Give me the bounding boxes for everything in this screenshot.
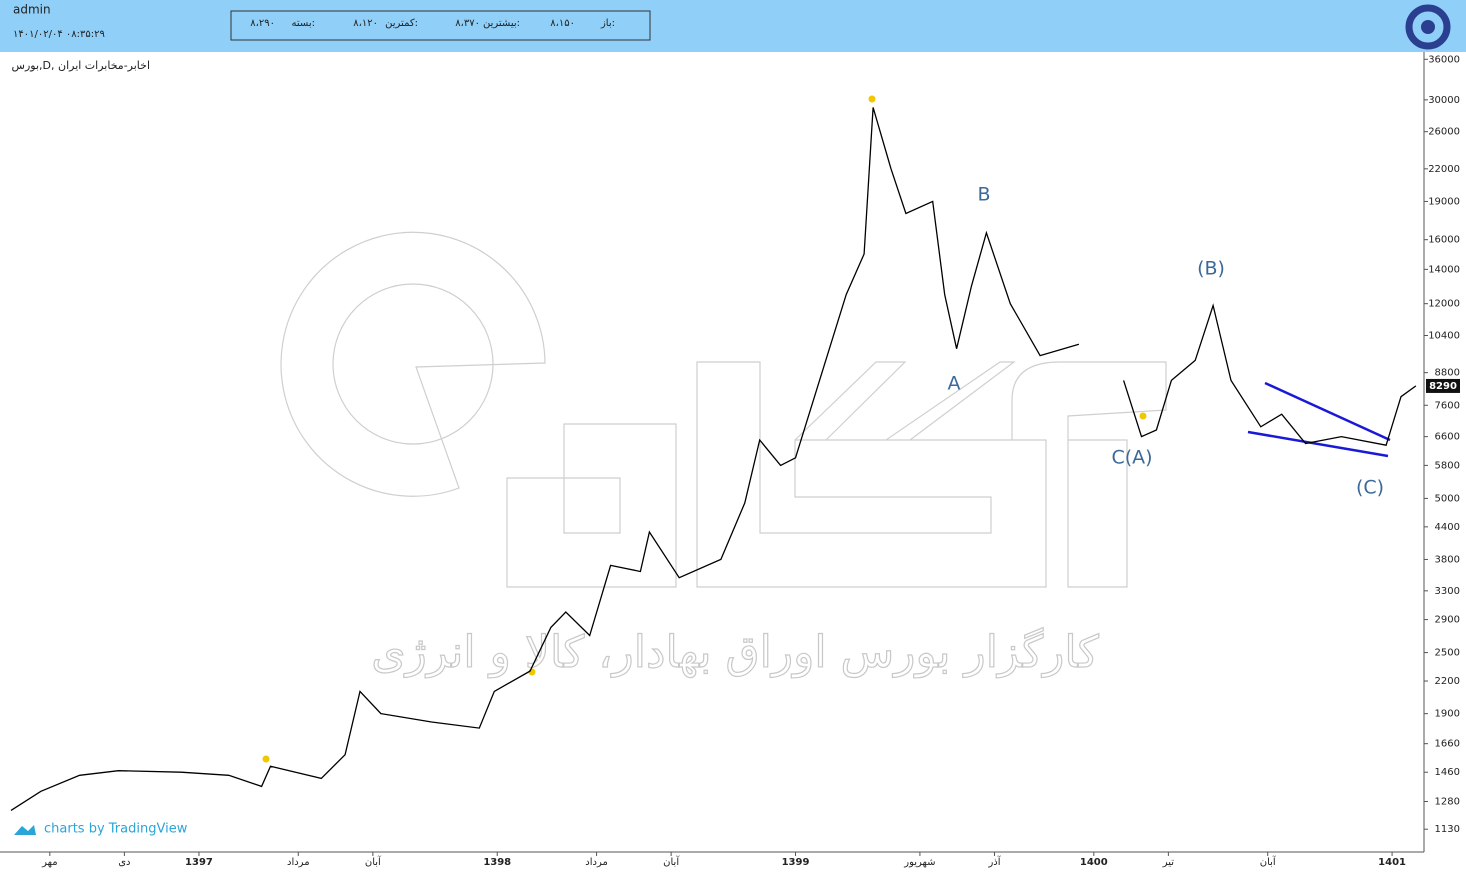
watermark-text: کارگزار بورس اوراق بهادار، کالا و انرژی xyxy=(371,627,1099,678)
y-tick-label: 2500 xyxy=(1435,648,1460,659)
quote-label: باز: xyxy=(600,18,615,29)
wave-label: (B) xyxy=(1197,258,1225,280)
user: admin xyxy=(13,3,51,17)
y-tick-label: 1460 xyxy=(1435,767,1460,778)
logo xyxy=(1405,4,1451,50)
quote-value: ۸،۱۵۰ xyxy=(550,18,575,29)
y-tick-label: 1900 xyxy=(1435,709,1460,720)
datetime: ۱۴۰۱/۰۲/۰۴ ۰۸:۳۵:۲۹ xyxy=(13,29,105,40)
quote-label: بیشترین: xyxy=(483,18,520,29)
x-tick-label: دی xyxy=(118,857,130,868)
x-tick-label: آبان xyxy=(1260,855,1277,868)
y-tick-label: 30000 xyxy=(1428,95,1460,106)
y-tick-label: 2900 xyxy=(1435,615,1460,626)
x-tick-label: شهریور xyxy=(903,857,935,868)
wave-label: A xyxy=(948,373,961,395)
y-tick-label: 12000 xyxy=(1428,299,1460,310)
quote-label: بسته: xyxy=(292,18,315,29)
x-tick-label: آبان xyxy=(365,855,382,868)
x-tick-label: 1401 xyxy=(1378,857,1406,868)
watermark-shapes xyxy=(280,231,1167,588)
y-tick-label: 7600 xyxy=(1435,400,1460,411)
price-line xyxy=(10,107,1417,811)
y-tick-label: 5800 xyxy=(1435,460,1460,471)
tv-logo xyxy=(14,825,36,835)
header-bar xyxy=(0,0,1466,52)
y-tick-label: 1660 xyxy=(1435,739,1460,750)
x-tick-label: 1400 xyxy=(1080,857,1108,868)
x-tick-label: تیر xyxy=(1162,857,1175,868)
quote-label: کمترین: xyxy=(385,18,418,29)
y-tick-label: 10400 xyxy=(1428,330,1460,341)
y-tick-label: 3300 xyxy=(1435,586,1460,597)
quote-box xyxy=(230,10,651,41)
y-tick-label: 6600 xyxy=(1435,432,1460,443)
x-tick-label: مهر xyxy=(41,857,57,868)
y-tick-label: 4400 xyxy=(1435,522,1460,533)
y-tick-label: 5000 xyxy=(1435,493,1460,504)
y-tick-label: 1130 xyxy=(1435,824,1460,835)
x-tick-label: 1397 xyxy=(185,857,213,868)
y-tick-label: 8800 xyxy=(1435,368,1460,379)
x-tick-label: آذر xyxy=(987,855,1001,868)
wave-label: B xyxy=(977,184,990,206)
y-tick-label: 2200 xyxy=(1435,676,1460,687)
quote-value: ۸،۳۷۰ xyxy=(455,18,480,29)
symbol-title: بورس,D, اخابر-مخابرات ایران xyxy=(12,59,150,72)
quote-value: ۸،۱۲۰ xyxy=(353,18,378,29)
y-tick-label: 14000 xyxy=(1428,264,1460,275)
y-tick-label: 26000 xyxy=(1428,127,1460,138)
last-price-box xyxy=(1426,378,1460,393)
y-tick-label: 36000 xyxy=(1428,54,1460,65)
x-tick-label: مرداد xyxy=(585,857,608,868)
y-tick-label: 1280 xyxy=(1435,796,1460,807)
y-tick-label: 16000 xyxy=(1428,235,1460,246)
x-tick-label: آبان xyxy=(663,855,680,868)
credit[interactable]: charts by TradingView xyxy=(44,822,188,837)
wave-label: C(A) xyxy=(1111,447,1152,469)
y-tick-label: 22000 xyxy=(1428,164,1460,175)
quote-value: ۸،۲۹۰ xyxy=(250,18,275,29)
drawings xyxy=(1247,381,1391,458)
y-tick-label: 3800 xyxy=(1435,554,1460,565)
x-tick-label: 1398 xyxy=(483,857,511,868)
x-tick-label: مرداد xyxy=(287,857,310,868)
last-price-label: 8290 xyxy=(1429,381,1457,392)
y-tick-label: 19000 xyxy=(1428,196,1460,207)
x-tick-label: 1399 xyxy=(782,857,810,868)
wave-label: (C) xyxy=(1356,477,1384,499)
